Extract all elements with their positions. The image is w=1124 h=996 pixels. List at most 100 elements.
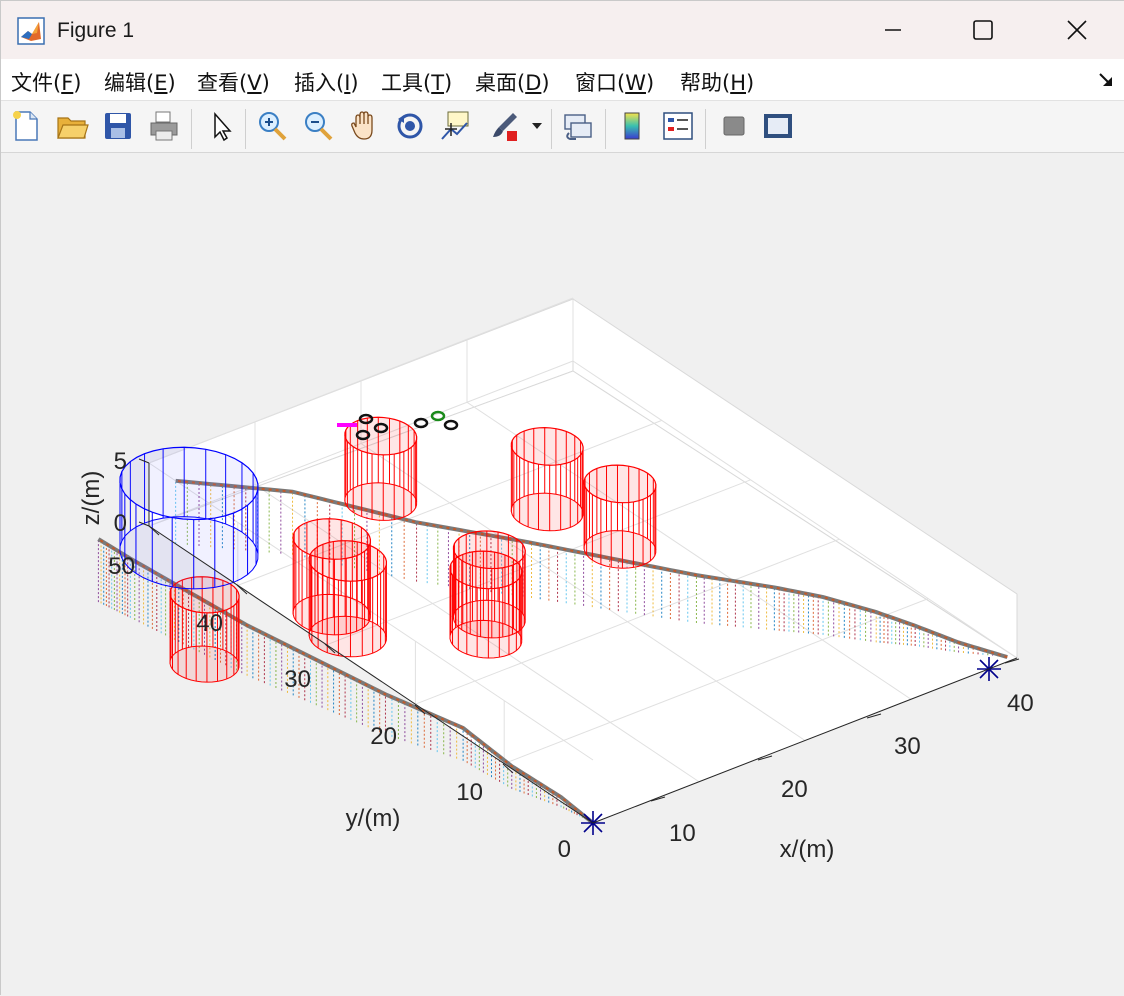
figure-canvas[interactable]: 0 5 50 40 30 20 10 0 10 20 30 40 z/(m) y… — [1, 153, 1124, 996]
obstacle-cylinder-base — [583, 530, 657, 569]
hide-plot-tools-icon — [723, 116, 745, 136]
zoom-in-button[interactable] — [253, 107, 291, 145]
3d-axes[interactable]: 0 5 50 40 30 20 10 0 10 20 30 40 z/(m) y… — [1, 153, 1124, 996]
maximize-icon — [973, 20, 993, 40]
dock-figure-icon[interactable] — [1097, 71, 1115, 89]
zoom-in-icon — [259, 112, 287, 141]
trajectory-ribbons — [97, 478, 1008, 825]
data-cursor-button[interactable] — [437, 107, 475, 145]
brush-button[interactable] — [485, 107, 523, 145]
zoom-out-icon — [305, 112, 333, 141]
x-axis-label: x/(m) — [780, 836, 835, 863]
obstacle-cylinders — [169, 416, 657, 683]
toolbar-separator — [605, 109, 606, 149]
pan-button[interactable] — [345, 107, 383, 145]
obstacle-cylinder-top — [510, 427, 584, 466]
title-bar[interactable]: Figure 1 — [1, 1, 1124, 59]
z-tick-label: 5 — [114, 448, 127, 475]
legend-button[interactable] — [659, 107, 697, 145]
obstacle-cylinder — [510, 427, 584, 532]
menu-insert[interactable]: 插入(I) — [294, 71, 359, 95]
obstacle-cylinder-top — [344, 416, 418, 456]
obstacle-cylinder-base — [169, 645, 240, 683]
brush-dropdown-button[interactable] — [525, 107, 549, 145]
y-tick-label: 0 — [558, 836, 571, 863]
matlab-logo-icon — [17, 17, 45, 45]
close-icon — [1067, 20, 1087, 40]
trajectory-ribbon — [175, 478, 1008, 660]
open-file-icon — [57, 117, 89, 139]
y-tick-label: 10 — [456, 779, 483, 806]
minimize-button[interactable] — [847, 1, 939, 59]
menu-view[interactable]: 查看(V) — [197, 71, 270, 95]
show-plot-tools-button[interactable] — [759, 107, 797, 145]
save-button[interactable] — [99, 107, 137, 145]
axis-ticks — [138, 458, 1020, 802]
menu-desktop[interactable]: 桌面(D) — [475, 71, 550, 95]
obstacle-cylinder-top — [583, 464, 657, 504]
colorbar-icon — [624, 112, 640, 140]
rotate-3d-button[interactable] — [391, 107, 429, 145]
goal-cylinder-top — [119, 446, 259, 521]
trajectory-ribbon-line-accent — [175, 479, 1008, 659]
y-axis-line — [148, 525, 594, 824]
tick-labels: 0 5 50 40 30 20 10 0 10 20 30 40 — [108, 448, 1033, 863]
link-plot-icon — [564, 114, 592, 140]
agent-marker — [443, 419, 459, 431]
obstacle-cylinder — [344, 416, 418, 521]
link-plot-button[interactable] — [559, 107, 597, 145]
agent-markers — [337, 410, 459, 441]
edit-plot-button[interactable] — [201, 107, 239, 145]
agent-marker — [413, 417, 429, 429]
menu-tools[interactable]: 工具(T) — [381, 71, 453, 95]
x-tick-label: 30 — [894, 733, 921, 760]
obstacle-cylinder-base — [452, 599, 526, 639]
obstacle-cylinder-base — [292, 593, 371, 636]
new-figure-button[interactable] — [7, 107, 45, 145]
obstacle-cylinder — [583, 464, 657, 569]
print-button[interactable] — [145, 107, 183, 145]
obstacle-cylinder — [292, 518, 371, 636]
axes-back-walls — [147, 298, 1019, 824]
agent-marker — [355, 429, 371, 441]
minimize-icon — [885, 29, 901, 31]
legend-icon — [663, 112, 693, 140]
close-button[interactable] — [1031, 1, 1123, 59]
y-tick-label: 20 — [370, 723, 397, 750]
window-title: Figure 1 — [57, 19, 135, 42]
y-tick-label: 40 — [196, 610, 223, 637]
show-plot-tools-icon — [764, 114, 792, 138]
maximize-button[interactable] — [937, 1, 1029, 59]
agent-marker — [430, 410, 446, 422]
hide-plot-tools-button[interactable] — [715, 107, 753, 145]
agent-marker — [358, 413, 374, 425]
obstacle-cylinder — [452, 530, 526, 639]
x-tick-label: 10 — [669, 820, 696, 847]
agent-marker — [373, 422, 389, 434]
x-tick-label: 40 — [1007, 690, 1034, 717]
menu-help[interactable]: 帮助(H) — [680, 71, 755, 95]
colorbar-button[interactable] — [613, 107, 651, 145]
x-axis-line — [592, 657, 1018, 824]
edit-plot-arrow-icon — [214, 112, 232, 142]
menu-file[interactable]: 文件(F) — [11, 71, 82, 95]
brush-icon — [493, 113, 517, 141]
rotate-3d-icon — [397, 113, 423, 139]
figure-toolbar — [1, 101, 1124, 153]
obstacle-cylinder-base — [449, 619, 523, 659]
menu-bar: 文件(F) 编辑(E) 查看(V) 插入(I) 工具(T) 桌面(D) 窗口(W… — [1, 59, 1124, 101]
obstacle-cylinder — [449, 550, 523, 659]
y-tick-label: 30 — [284, 666, 311, 693]
toolbar-separator — [191, 109, 192, 149]
zoom-out-button[interactable] — [299, 107, 337, 145]
new-figure-icon — [13, 111, 38, 141]
pan-hand-icon — [351, 111, 373, 140]
x-tick-label: 20 — [781, 776, 808, 803]
brush-dropdown-icon — [532, 123, 542, 129]
data-cursor-icon — [441, 111, 469, 140]
open-file-button[interactable] — [53, 107, 91, 145]
menu-edit[interactable]: 编辑(E) — [104, 71, 176, 95]
menu-window[interactable]: 窗口(W) — [575, 71, 655, 95]
z-axis-label: z/(m) — [78, 471, 105, 526]
